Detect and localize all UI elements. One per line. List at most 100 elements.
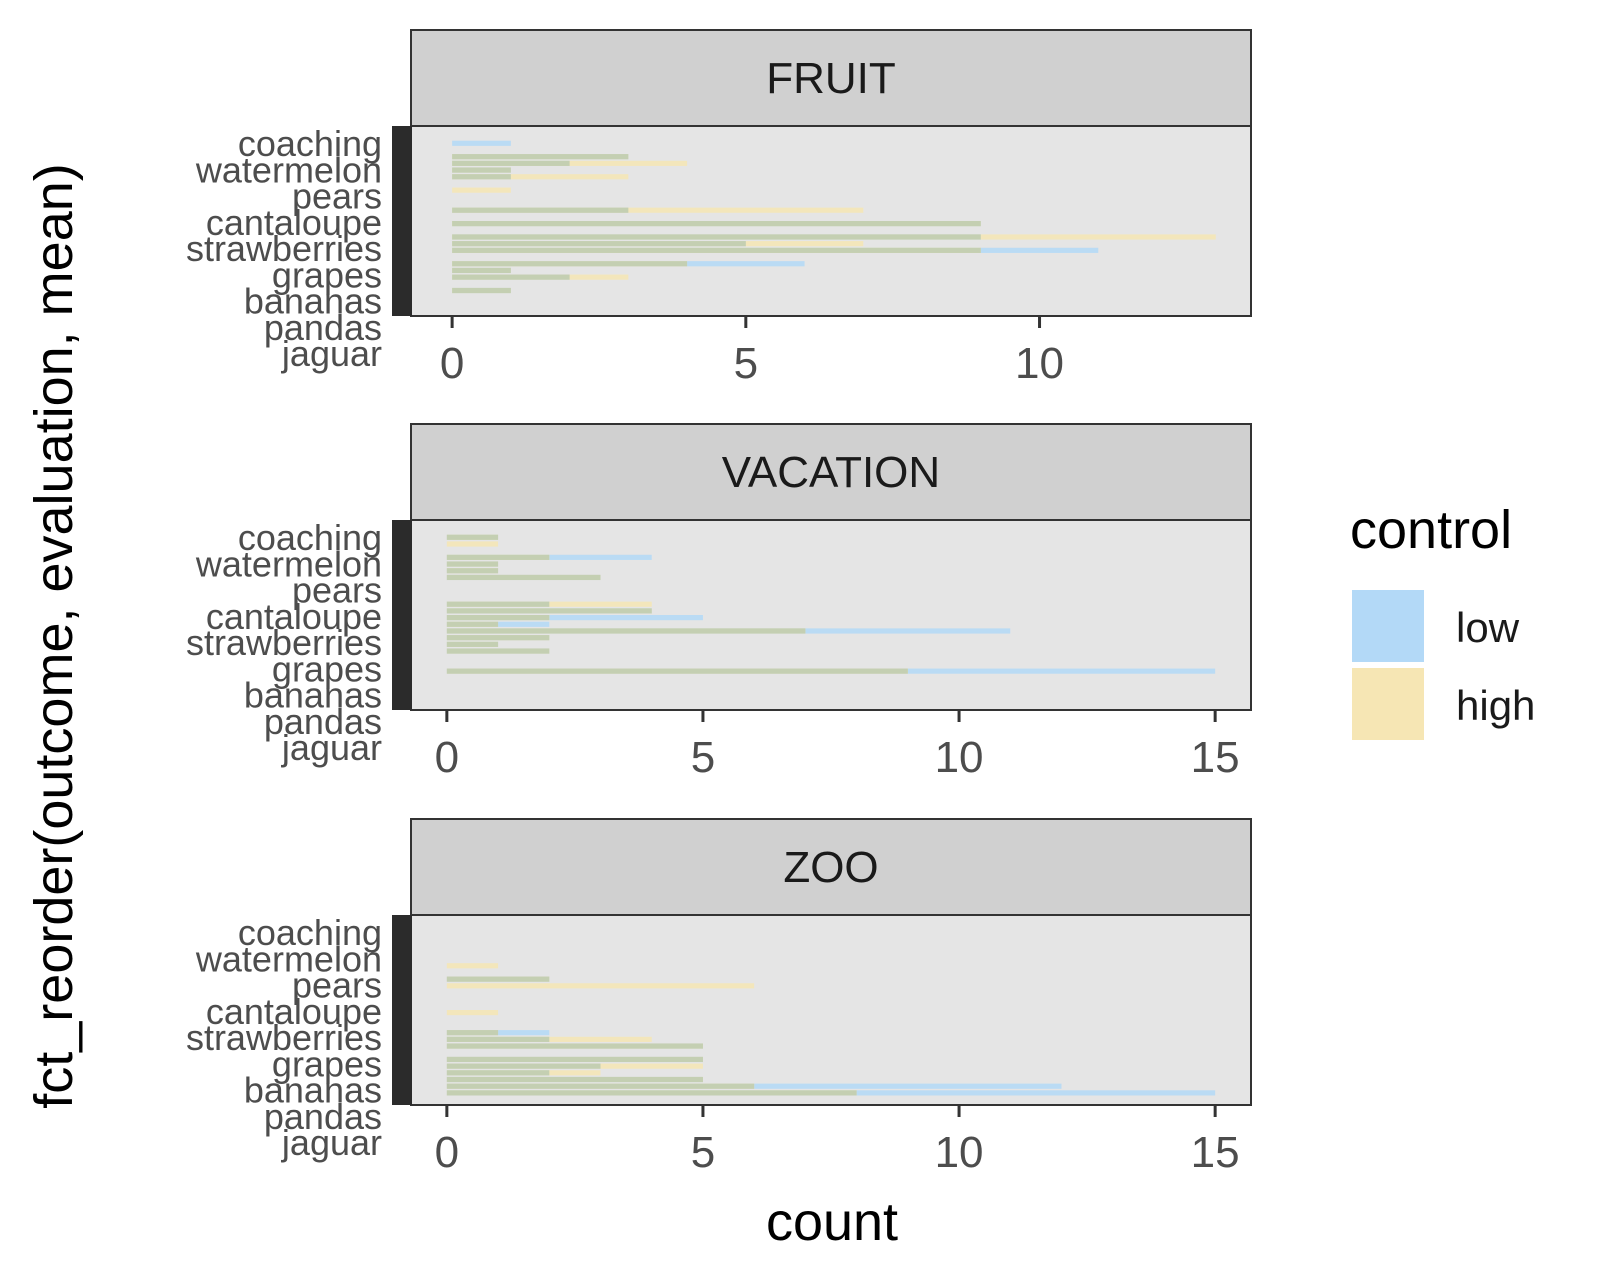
bar-overlap <box>446 554 550 560</box>
bars <box>446 534 1216 674</box>
bar-overlap <box>446 1063 601 1069</box>
y-tick-band <box>392 126 412 316</box>
bar-overlap <box>446 635 550 641</box>
bar-overlap <box>446 568 499 574</box>
bar-overlap <box>452 154 629 160</box>
y-tick-label: bananas <box>244 675 382 716</box>
y-tick-label: cantaloupe <box>206 202 382 243</box>
x-axis: 0 5 10 <box>440 316 1064 388</box>
legend-title: control <box>1350 500 1512 560</box>
y-tick-label: pears <box>292 570 382 611</box>
bar-high <box>446 963 499 969</box>
y-tick-labels: coachingwatermelonpearscantaloupestrawbe… <box>186 123 382 374</box>
x-axis: 0 5 10 15 <box>435 710 1240 782</box>
bar-high <box>446 1010 499 1016</box>
bar-high <box>452 174 629 180</box>
facet-strip-label: ZOO <box>783 843 878 892</box>
bar-overlap <box>446 1036 550 1042</box>
bar-overlap <box>446 628 806 634</box>
bar-overlap <box>446 976 550 982</box>
facet-vacation: VACATION coachingwatermelonpearscantaloup… <box>186 423 1252 782</box>
y-tick-labels: coachingwatermelonpearscantaloupestrawbe… <box>186 912 382 1163</box>
y-tick-label: pears <box>292 965 382 1006</box>
x-tick-label: 10 <box>1015 339 1064 388</box>
y-tick-label: watermelon <box>195 938 382 979</box>
y-tick-label: jaguar <box>281 1122 382 1163</box>
bar-overlap <box>452 167 511 173</box>
bar-overlap <box>446 534 499 540</box>
y-tick-label: bananas <box>244 281 382 322</box>
y-tick-label: jaguar <box>281 333 382 374</box>
y-tick-label: coaching <box>238 912 382 953</box>
bar-overlap <box>452 207 629 213</box>
y-tick-label: jaguar <box>281 727 382 768</box>
bar-overlap <box>452 267 511 274</box>
x-tick-label: 10 <box>935 1128 984 1177</box>
bar-overlap <box>452 247 981 253</box>
x-tick-label: 0 <box>440 339 464 388</box>
y-tick-label: pandas <box>264 1096 382 1137</box>
y-tick-label: strawberries <box>186 622 382 663</box>
y-tick-label: bananas <box>244 1070 382 1111</box>
x-tick-label: 0 <box>435 1128 459 1177</box>
x-tick-label: 5 <box>734 339 758 388</box>
bar-low <box>452 140 511 146</box>
y-tick-label: pandas <box>264 307 382 348</box>
x-tick-label: 5 <box>691 733 715 782</box>
y-tick-label: strawberries <box>186 228 382 269</box>
y-tick-band <box>392 520 412 710</box>
bar-overlap <box>452 261 688 267</box>
bar-high <box>452 187 511 193</box>
y-tick-label: grapes <box>272 648 382 689</box>
x-axis: 0 5 10 15 <box>435 1105 1240 1177</box>
bar-overlap <box>446 1030 499 1036</box>
y-tick-label: pears <box>292 176 382 217</box>
legend-label-high: high <box>1456 682 1535 729</box>
bar-overlap <box>446 1056 703 1063</box>
y-tick-label: strawberries <box>186 1017 382 1058</box>
bar-overlap <box>446 1090 857 1096</box>
y-tick-label: grapes <box>272 254 382 295</box>
bar-overlap <box>446 621 499 627</box>
bar-overlap <box>446 615 550 621</box>
bar-overlap <box>446 1070 550 1076</box>
bar-overlap <box>452 274 570 280</box>
bar-low <box>446 615 703 621</box>
bar-high <box>452 207 864 213</box>
bar-overlap <box>446 668 908 674</box>
bar-overlap <box>452 174 511 180</box>
bars <box>452 140 1216 294</box>
legend-key-high <box>1352 668 1424 740</box>
y-tick-label: pandas <box>264 701 382 742</box>
facet-strip-label: VACATION <box>722 448 940 497</box>
bar-overlap <box>452 287 511 294</box>
bars <box>446 963 1216 1096</box>
y-tick-labels: coachingwatermelonpearscantaloupestrawbe… <box>186 517 382 768</box>
y-tick-label: coaching <box>238 123 382 164</box>
bar-overlap <box>446 601 550 607</box>
x-axis-title: count <box>766 1192 898 1252</box>
y-tick-label: grapes <box>272 1043 382 1084</box>
facet-fruit: FRUIT coachingwatermelonpearscantaloupest… <box>186 29 1252 388</box>
bar-overlap <box>452 160 570 166</box>
facet-strip-label: FRUIT <box>766 54 896 103</box>
x-tick-label: 10 <box>935 733 984 782</box>
legend-key-low <box>1352 590 1424 662</box>
y-tick-label: watermelon <box>195 149 382 190</box>
facet-panel <box>410 914 1252 1106</box>
bar-overlap <box>446 648 550 654</box>
y-axis-title: fct_reorder(outcome, evaluation, mean) <box>24 163 84 1108</box>
y-tick-label: coaching <box>238 517 382 558</box>
x-tick-label: 0 <box>435 733 459 782</box>
bar-overlap <box>446 1083 755 1089</box>
bar-overlap <box>452 241 746 247</box>
facet-panels: FRUITcoachingwatermelonpearscantaloupest… <box>186 29 1252 1177</box>
facet-zoo: ZOO coachingwatermelonpearscantaloupestra… <box>186 818 1252 1177</box>
bar-overlap <box>446 561 499 567</box>
y-tick-label: cantaloupe <box>206 596 382 637</box>
y-tick-label: cantaloupe <box>206 991 382 1032</box>
bar-overlap <box>446 641 499 647</box>
x-tick-label: 15 <box>1191 733 1240 782</box>
y-tick-band <box>392 915 412 1105</box>
bar-overlap <box>446 1076 703 1083</box>
